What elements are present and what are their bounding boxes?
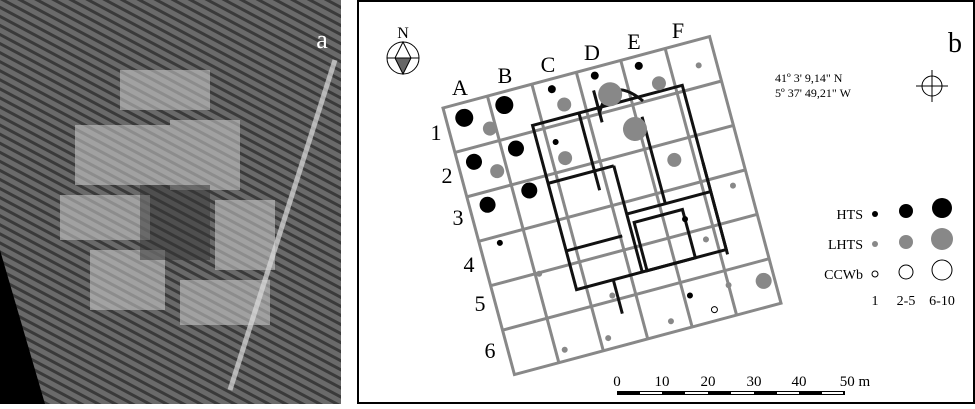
row-label: 3 xyxy=(453,205,464,230)
column-label: E xyxy=(627,29,640,54)
legend-label: HTS xyxy=(837,208,863,223)
scale-bar: 0 10 20 30 40 50 m xyxy=(613,374,871,395)
size-label: 6-10 xyxy=(929,294,955,309)
size-label: 2-5 xyxy=(897,294,916,309)
row-label: 5 xyxy=(475,291,486,316)
column-label: D xyxy=(584,40,600,65)
row-label: 1 xyxy=(431,120,442,145)
panel-label: b xyxy=(948,28,962,59)
grid xyxy=(441,34,783,377)
scale-label: 10 xyxy=(655,374,670,390)
legend-sizes: 1 2-5 6-10 xyxy=(872,294,955,309)
column-label: A xyxy=(452,75,468,100)
scale-label: 30 xyxy=(747,374,762,390)
legend-label: LHTS xyxy=(828,238,863,253)
legend-label: CCWb xyxy=(824,268,863,283)
scale-label: 40 xyxy=(792,374,807,390)
north-arrow: N xyxy=(386,25,420,76)
north-label: N xyxy=(397,25,409,42)
column-label: B xyxy=(498,63,513,88)
legend: HTS LHTS CCWb xyxy=(824,208,863,283)
scale-label: 20 xyxy=(701,374,716,390)
aerial-photo: a xyxy=(0,0,341,404)
row-label: 2 xyxy=(442,163,453,188)
column-labels: A B C D E F xyxy=(452,18,684,100)
column-label: C xyxy=(541,52,556,77)
row-label: 4 xyxy=(464,252,475,277)
size-label: 1 xyxy=(872,294,879,309)
scale-label: 0 xyxy=(613,374,621,390)
site-map: b N xyxy=(357,0,975,404)
coordinate: 5º 37' 49,21" W xyxy=(775,86,852,100)
row-label: 6 xyxy=(485,338,496,363)
location-marker xyxy=(916,70,948,102)
row-labels: 1 2 3 4 5 6 xyxy=(431,120,496,363)
coordinate: 41º 3' 9,14" N xyxy=(775,71,843,85)
panel-label: a xyxy=(316,25,328,54)
column-label: F xyxy=(672,18,684,43)
scale-label: 50 m xyxy=(840,374,871,390)
